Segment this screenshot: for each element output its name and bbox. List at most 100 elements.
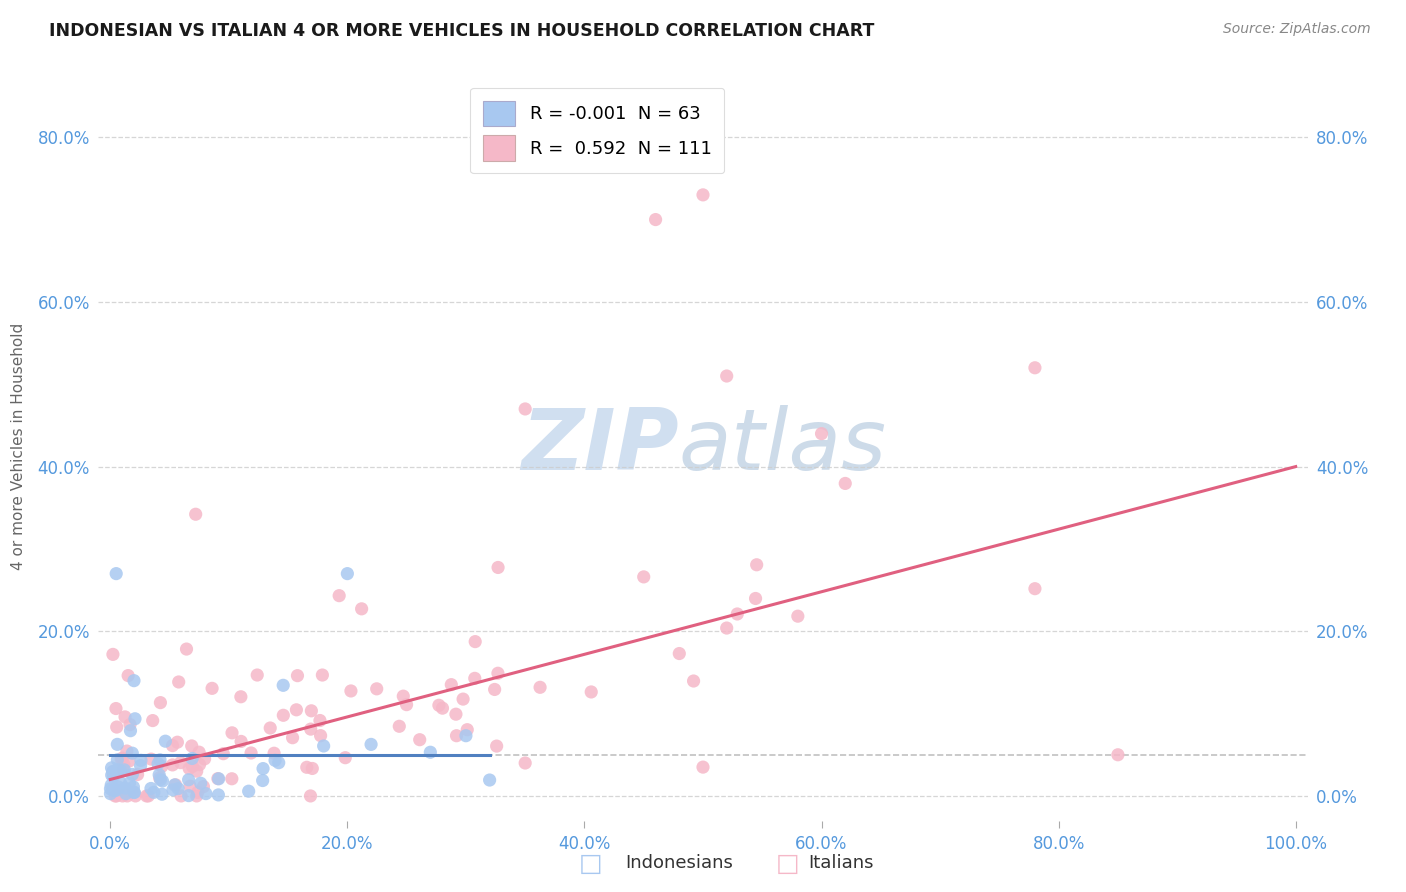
Point [170, 789, 193, 803]
Point [169, 756, 191, 770]
Point [208, 772, 231, 786]
Point [110, 764, 132, 778]
Point [299, 722, 322, 736]
Point [188, 757, 211, 772]
Point [633, 570, 655, 584]
Point [252, 773, 274, 788]
Point [142, 785, 165, 799]
Point [148, 768, 170, 782]
Point [207, 772, 229, 786]
Point [229, 690, 252, 704]
Point [121, 746, 143, 760]
Point [273, 708, 295, 723]
Point [188, 745, 211, 759]
Point [725, 607, 748, 621]
Point [692, 760, 714, 774]
Point [834, 476, 856, 491]
Point [350, 602, 373, 616]
Point [142, 714, 165, 728]
Point [184, 508, 207, 522]
Point [104, 783, 127, 797]
Point [139, 781, 162, 796]
Point [101, 648, 124, 662]
Point [120, 723, 142, 738]
Point [162, 758, 184, 772]
Point [335, 750, 357, 764]
Point [579, 685, 602, 699]
Point [107, 763, 129, 777]
Point [112, 763, 135, 777]
Point [240, 746, 263, 760]
Point [103, 764, 125, 779]
Text: Indonesians: Indonesians [626, 855, 734, 872]
Point [103, 783, 125, 797]
Text: Italians: Italians [808, 855, 875, 872]
Point [464, 634, 486, 648]
Point [464, 671, 486, 685]
Point [105, 789, 128, 803]
Point [478, 772, 501, 787]
Point [229, 734, 252, 748]
Point [129, 753, 152, 767]
Point [281, 731, 304, 745]
Point [745, 558, 768, 572]
Point [668, 647, 690, 661]
Point [193, 780, 215, 794]
Point [101, 764, 124, 779]
Point [114, 710, 136, 724]
Point [149, 753, 172, 767]
Point [105, 737, 128, 751]
Point [167, 781, 190, 796]
Point [301, 762, 323, 776]
Point [121, 767, 143, 781]
Point [716, 369, 738, 384]
Point [112, 763, 135, 777]
Point [107, 780, 129, 794]
Point [122, 785, 145, 799]
Point [440, 678, 463, 692]
Point [207, 788, 229, 802]
Point [124, 789, 146, 803]
Point [100, 787, 122, 801]
Point [127, 767, 149, 781]
Point [180, 739, 202, 753]
Point [388, 719, 411, 733]
Text: INDONESIAN VS ITALIAN 4 OR MORE VEHICLES IN HOUSEHOLD CORRELATION CHART: INDONESIAN VS ITALIAN 4 OR MORE VEHICLES… [49, 22, 875, 40]
Text: □: □ [579, 852, 602, 875]
Point [212, 747, 235, 761]
Point [112, 757, 135, 772]
Point [176, 642, 198, 657]
Point [165, 778, 187, 792]
Point [485, 739, 508, 753]
Legend: R = -0.001  N = 63, R =  0.592  N = 111: R = -0.001 N = 63, R = 0.592 N = 111 [470, 88, 724, 173]
Point [186, 789, 208, 803]
Point [366, 681, 388, 696]
Point [644, 212, 666, 227]
Point [682, 673, 704, 688]
Text: atlas: atlas [679, 404, 887, 488]
Point [529, 681, 551, 695]
Point [150, 787, 173, 801]
Point [451, 692, 474, 706]
Point [287, 668, 309, 682]
Point [221, 726, 243, 740]
Point [149, 772, 172, 787]
Point [136, 789, 159, 803]
Point [166, 735, 188, 749]
Point [340, 684, 363, 698]
Point [118, 754, 141, 768]
Point [115, 789, 138, 803]
Point [194, 752, 217, 766]
Point [1024, 582, 1046, 596]
Point [336, 566, 359, 581]
Point [285, 703, 308, 717]
Point [295, 760, 318, 774]
Point [146, 756, 169, 771]
Point [810, 426, 832, 441]
Point [115, 787, 138, 801]
Point [446, 729, 468, 743]
Point [118, 776, 141, 790]
Point [117, 668, 139, 682]
Point [328, 589, 350, 603]
Point [162, 782, 184, 797]
